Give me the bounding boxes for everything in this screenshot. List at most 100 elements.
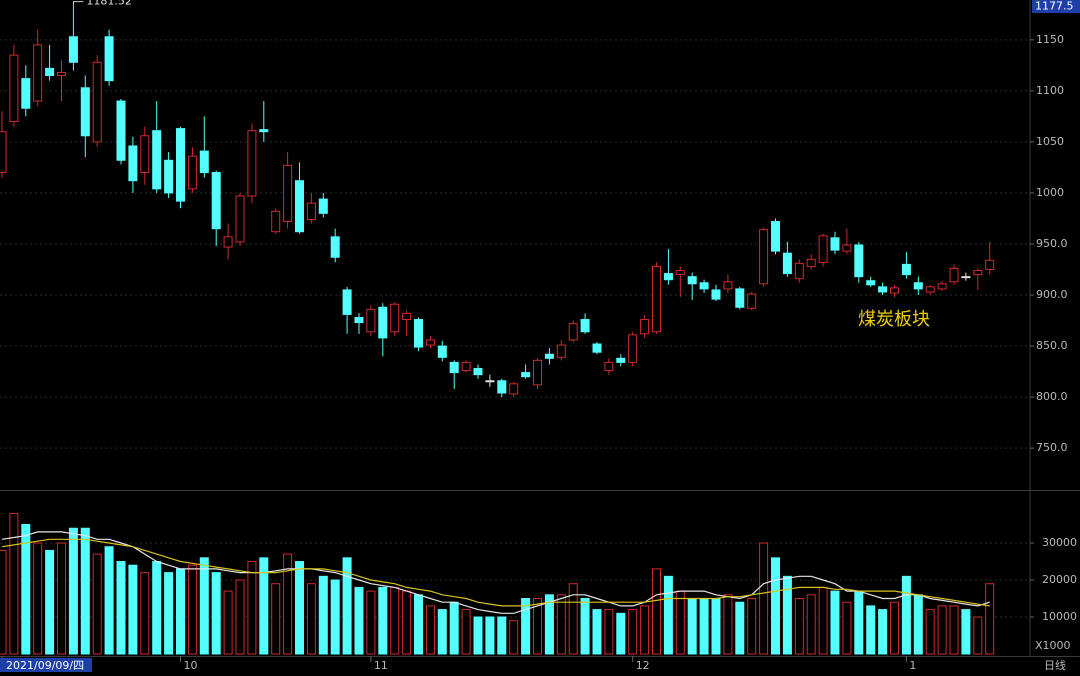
x-tick-label: 11 (374, 659, 388, 672)
volume-bar (9, 512, 19, 655)
volume-bar (699, 598, 709, 655)
volume-bar (366, 590, 376, 655)
volume-bar (199, 557, 209, 655)
candle-body (318, 198, 328, 214)
candle-body (497, 380, 507, 394)
volume-bar (306, 583, 316, 655)
candle-body (985, 259, 995, 270)
volume-bar (473, 616, 483, 655)
volume-bar (271, 583, 281, 655)
volume-ma-line (1, 531, 990, 614)
y-tick-label: 30000 (1042, 536, 1077, 549)
y-tick-label: 1150 (1036, 33, 1064, 46)
volume-bar (771, 557, 780, 655)
candle-body (247, 130, 257, 197)
candle-body (925, 286, 935, 293)
x-tick-label: 1 (909, 659, 916, 672)
volume-bar (461, 609, 471, 655)
y-tick-label: 800.0 (1036, 390, 1068, 403)
volume-bar (592, 609, 602, 655)
volume-bar (378, 586, 388, 655)
y-tick-label: 950.0 (1036, 237, 1068, 250)
volume-bar (890, 601, 899, 655)
candle-body (378, 306, 388, 339)
candle-body (854, 244, 864, 278)
volume-bar (985, 583, 995, 655)
candle-body (580, 319, 590, 333)
candle-body (842, 244, 852, 252)
candle-body (152, 130, 162, 190)
volume-ma-line (1, 538, 990, 607)
period-label: 日线 (1044, 658, 1066, 672)
candle-body (961, 276, 971, 279)
volume-bar (687, 598, 697, 655)
volume-bar (544, 594, 554, 655)
volume-bar (925, 609, 935, 655)
candle-body (866, 280, 876, 286)
volume-bar (782, 575, 792, 655)
volume-bar (485, 616, 495, 655)
volume-bar (913, 594, 923, 655)
candle-body (687, 276, 697, 285)
volume-bar (616, 612, 626, 655)
candle-body (949, 267, 959, 283)
volume-bar (414, 594, 423, 655)
volume-bar (21, 524, 31, 655)
volume-bar (878, 609, 888, 655)
candle-body (295, 180, 304, 233)
volume-bar (663, 575, 673, 655)
volume-bar (949, 605, 959, 655)
volume-bar (45, 549, 55, 655)
candle-body (485, 380, 495, 383)
volume-bar (961, 609, 971, 655)
candle-body (342, 289, 352, 315)
volume-bar (854, 590, 864, 655)
candle-body (164, 159, 174, 194)
candle-body (973, 270, 983, 276)
y-tick-label: 850.0 (1036, 339, 1068, 352)
candle-body (616, 357, 626, 363)
volume-bar (723, 594, 733, 655)
volume-bar (628, 609, 638, 655)
candle-body (735, 288, 745, 308)
candle-body (330, 236, 340, 258)
candle-body (116, 100, 126, 161)
volume-bar (568, 583, 578, 655)
candle-body (604, 361, 614, 372)
volume-bar (521, 598, 531, 655)
candle-body (699, 282, 709, 290)
volume-bar (68, 527, 78, 655)
candle-body (521, 372, 531, 378)
candle-body (235, 195, 245, 243)
candle-body (57, 71, 66, 77)
candle-body (223, 236, 233, 248)
volume-bar (425, 605, 435, 655)
volume-bar (283, 553, 293, 655)
volume-bar (318, 575, 328, 655)
x-tick-label: 12 (636, 659, 650, 672)
volume-bar (449, 601, 459, 655)
candle-body (33, 44, 43, 102)
volume-bar (806, 594, 816, 655)
max-marker (72, 1, 84, 8)
candle-body (461, 361, 471, 372)
volume-bar (556, 594, 566, 655)
volume-bar (604, 609, 614, 655)
candle-body (913, 282, 923, 290)
candle-body (794, 262, 804, 280)
candle-body (830, 237, 840, 251)
volume-bar (973, 616, 983, 655)
candle-body (759, 229, 769, 285)
volume-bar (128, 564, 138, 655)
volume-bar (342, 557, 352, 655)
volume-bar (211, 572, 221, 655)
volume-bar (937, 605, 947, 655)
candle-body (890, 287, 899, 294)
volume-bar (640, 605, 650, 655)
candle-body (640, 319, 650, 335)
candle-body (199, 150, 209, 174)
volume-bar (295, 561, 304, 655)
volume-bar (390, 586, 400, 655)
candle-body (92, 61, 102, 143)
volume-bar (116, 561, 126, 655)
